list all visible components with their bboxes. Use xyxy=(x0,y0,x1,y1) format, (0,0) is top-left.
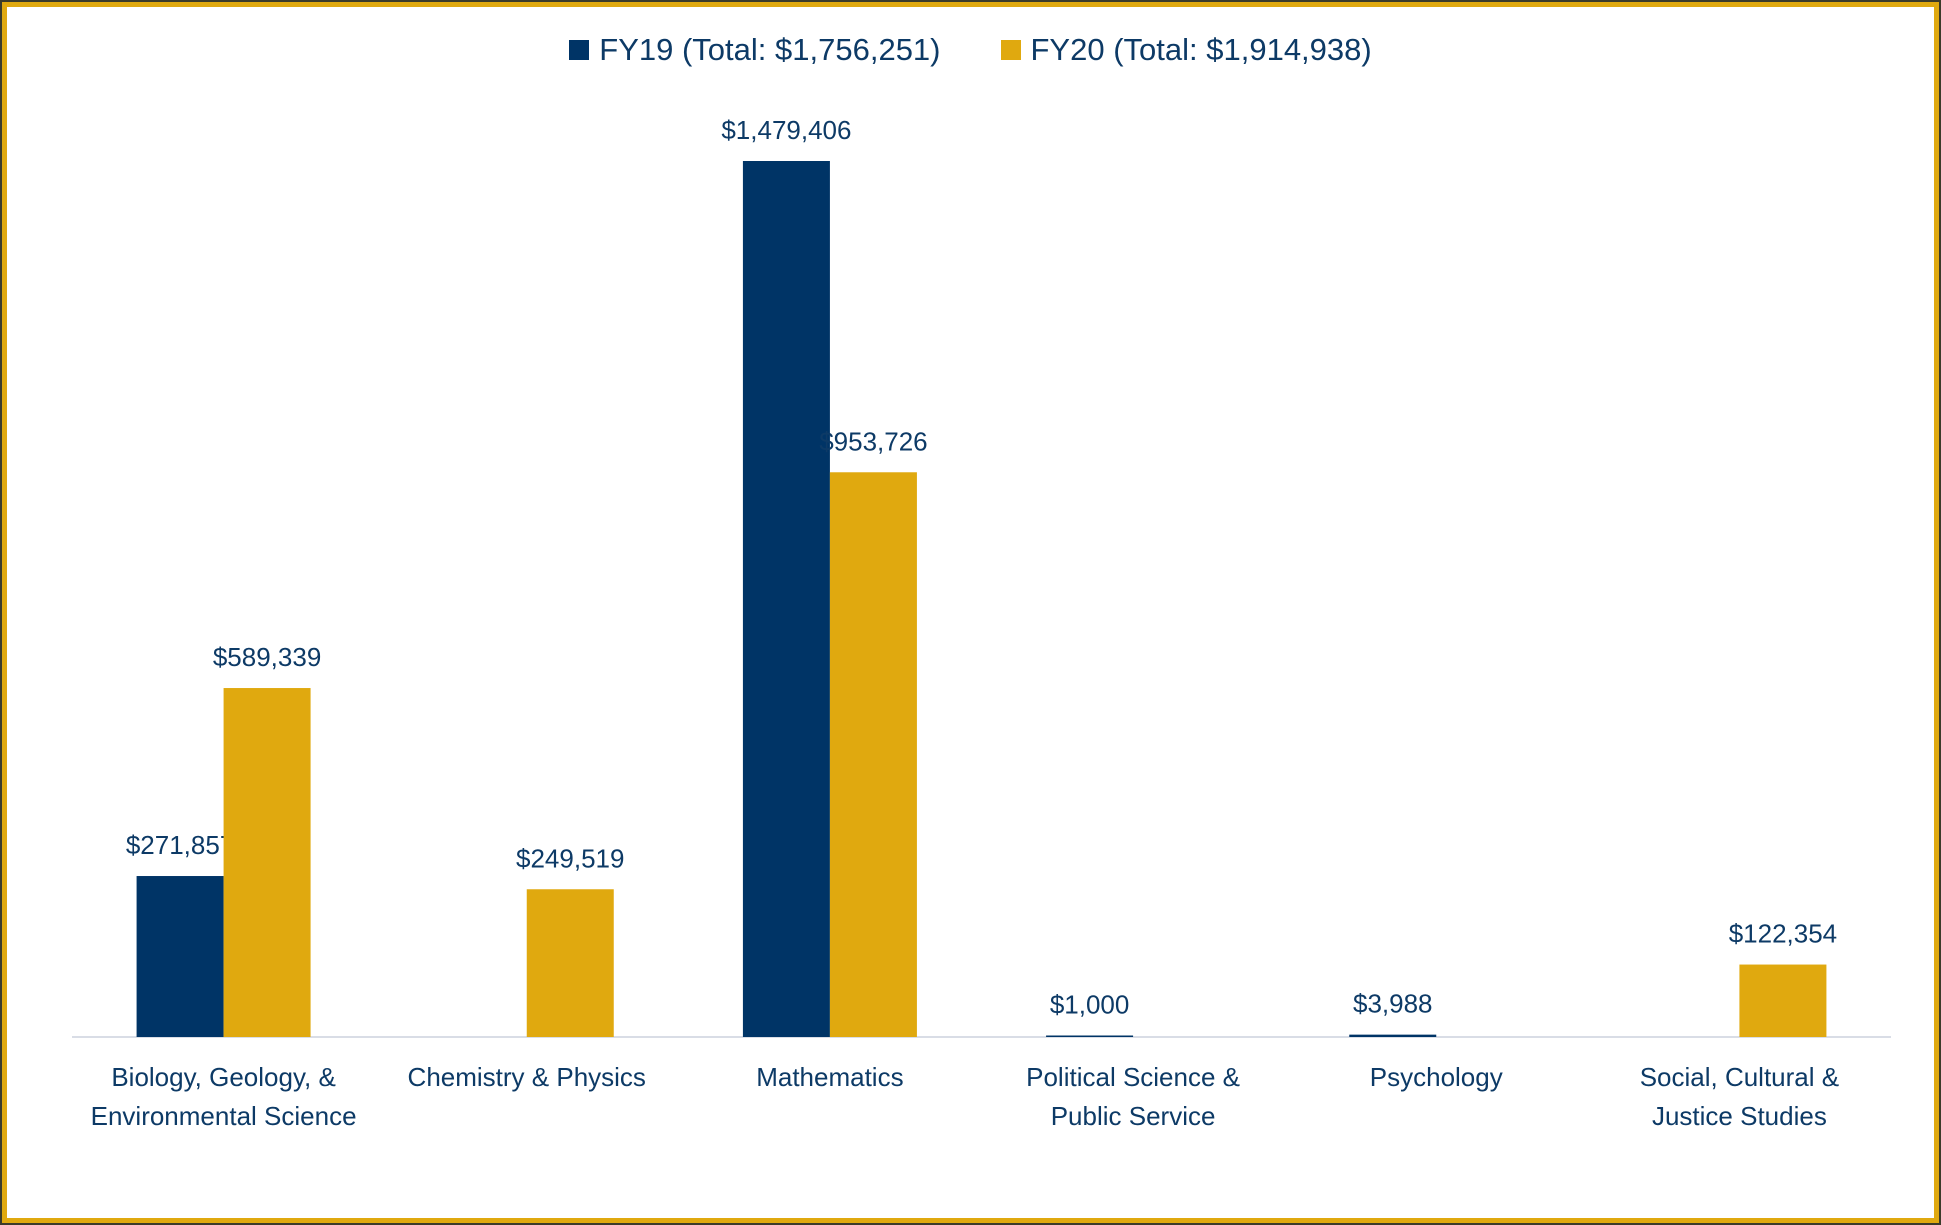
legend-swatch xyxy=(1000,40,1021,60)
bar xyxy=(136,876,224,1037)
x-tick-label: Political Science & Public Service xyxy=(1026,1062,1241,1131)
bar xyxy=(742,161,830,1037)
bar xyxy=(223,688,311,1037)
data-label: $1,000 xyxy=(1050,990,1130,1020)
bar xyxy=(1739,964,1827,1037)
x-tick-label: Mathematics xyxy=(756,1062,904,1092)
x-tick-label: Chemistry & Physics xyxy=(407,1062,646,1092)
legend-item: FY19 (Total: $1,756,251) xyxy=(569,32,941,68)
bar xyxy=(1046,1035,1134,1037)
x-tick-label: Psychology xyxy=(1369,1062,1503,1092)
data-label: $953,726 xyxy=(819,426,927,456)
data-label: $589,339 xyxy=(213,642,321,672)
legend-item: FY20 (Total: $1,914,938) xyxy=(1000,32,1372,68)
legend-label: FY20 (Total: $1,914,938) xyxy=(1030,32,1372,67)
x-tick-label: Social, Cultural & Justice Studies xyxy=(1639,1062,1840,1131)
x-tick-label: Biology, Geology, & Environmental Scienc… xyxy=(90,1062,357,1131)
bar xyxy=(829,472,917,1038)
legend: FY19 (Total: $1,756,251) FY20 (Total: $1,… xyxy=(0,32,1941,68)
data-label: $271,857 xyxy=(126,830,234,860)
data-label: $249,519 xyxy=(516,843,624,873)
legend-swatch xyxy=(569,40,590,60)
legend-label: FY19 (Total: $1,756,251) xyxy=(599,32,941,67)
data-label: $1,479,406 xyxy=(721,115,851,145)
data-label: $3,988 xyxy=(1353,989,1433,1019)
bar xyxy=(526,889,614,1037)
bar xyxy=(1349,1034,1437,1037)
data-label: $122,354 xyxy=(1729,919,1837,949)
